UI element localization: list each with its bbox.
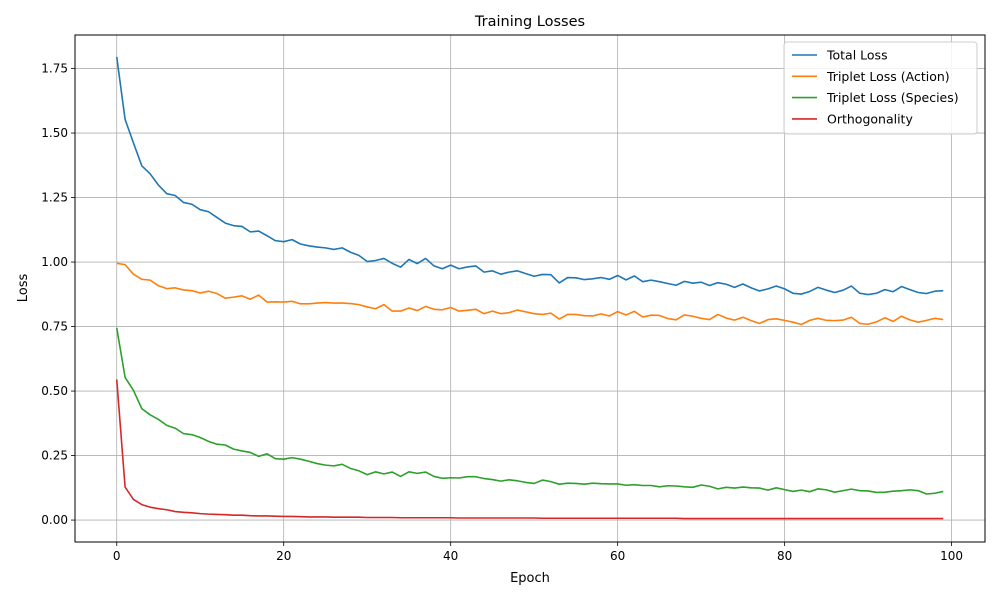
x-axis-ticks: 0 20 40 60 80 100 bbox=[113, 542, 963, 563]
y-tick-label: 1.00 bbox=[41, 255, 68, 269]
y-tick-label: 0.75 bbox=[41, 320, 68, 334]
y-tick-label: 0.50 bbox=[41, 384, 68, 398]
legend-entry-0: Total Loss bbox=[826, 48, 888, 63]
legend-box bbox=[783, 41, 978, 135]
series-line-0 bbox=[115, 56, 944, 296]
x-tick-label: 20 bbox=[276, 549, 291, 563]
series-layer bbox=[115, 56, 944, 520]
chart-title: Training Losses bbox=[474, 14, 585, 30]
y-tick-label: 1.75 bbox=[41, 62, 68, 76]
grid-lines bbox=[75, 35, 985, 542]
x-tick-label: 0 bbox=[113, 549, 121, 563]
legend-entry-3: Orthogonality bbox=[827, 111, 913, 126]
y-tick-label: 1.50 bbox=[41, 126, 68, 140]
series-line-1 bbox=[116, 262, 944, 326]
x-tick-label: 100 bbox=[940, 549, 963, 563]
y-axis-label: Loss bbox=[16, 274, 31, 303]
x-tick-label: 80 bbox=[777, 549, 792, 563]
legend-entry-2: Triplet Loss (Species) bbox=[826, 90, 959, 105]
y-tick-label: 0.00 bbox=[41, 513, 68, 527]
y-axis-ticks: 0.00 0.25 0.50 0.75 1.00 1.25 1.50 1.75 bbox=[41, 62, 75, 527]
x-tick-label: 40 bbox=[443, 549, 458, 563]
series-line-3 bbox=[115, 379, 944, 520]
series-line-2 bbox=[115, 327, 944, 495]
y-tick-label: 0.25 bbox=[41, 449, 68, 463]
plot-area-frame bbox=[74, 34, 986, 543]
x-tick-label: 60 bbox=[610, 549, 625, 563]
x-axis-label: Epoch bbox=[510, 571, 550, 586]
legend: Total Loss Triplet Loss (Action) Triplet L… bbox=[783, 41, 978, 135]
legend-entry-1: Triplet Loss (Action) bbox=[826, 69, 950, 84]
y-tick-label: 1.25 bbox=[41, 191, 68, 205]
